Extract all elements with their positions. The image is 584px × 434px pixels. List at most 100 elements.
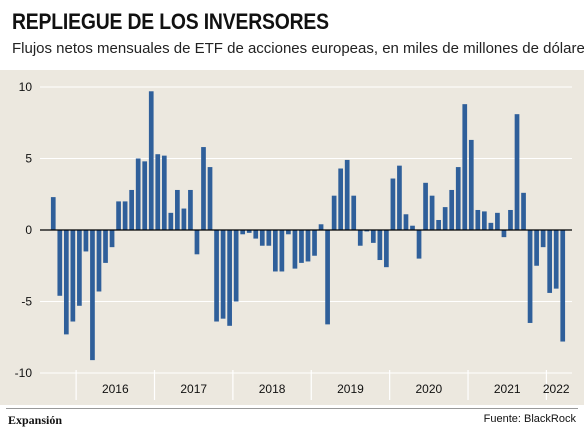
bar (201, 147, 206, 230)
bar (488, 222, 494, 230)
bar (214, 230, 219, 322)
x-tick-label: 2018 (259, 382, 286, 396)
bar (547, 230, 553, 293)
x-tick-label: 2016 (102, 382, 129, 396)
bar (142, 161, 148, 230)
bar (410, 225, 415, 230)
bar (83, 230, 89, 252)
source-note: Fuente: BlackRock (483, 413, 576, 425)
bar (397, 165, 402, 230)
bar (534, 230, 539, 266)
bar (129, 189, 134, 230)
gridlines (40, 86, 572, 374)
chart-title: REPLIEGUE DE LOS INVERSORES (12, 9, 329, 34)
bar (175, 189, 180, 230)
bar (77, 230, 82, 306)
bar (161, 155, 167, 230)
bar (338, 168, 344, 230)
bar (508, 209, 513, 230)
bar (63, 230, 69, 335)
bar (436, 219, 441, 230)
bar (188, 189, 193, 230)
bar (207, 167, 213, 230)
bar (286, 230, 291, 235)
bar (514, 114, 520, 230)
y-axis-tick-labels: 10 5 0 -5 -10 (15, 80, 33, 380)
bar (455, 167, 461, 230)
bar (423, 182, 428, 230)
bar (266, 230, 272, 246)
bar (299, 230, 304, 263)
bar (227, 230, 232, 326)
bar (96, 230, 102, 292)
chart-panel: 10 5 0 -5 -10 2016 2017 2018 2019 2020 2021 2022 (0, 70, 584, 405)
bar (370, 230, 376, 243)
brand-logo: Expansión (8, 413, 63, 427)
bar (181, 208, 187, 230)
bar (57, 230, 63, 296)
bar (122, 201, 128, 230)
bar (220, 230, 226, 319)
bar-chart: 10 5 0 -5 -10 2016 2017 2018 2019 2020 2021 2022 (15, 80, 572, 400)
y-tick-label: 10 (19, 80, 33, 94)
bar (155, 154, 161, 230)
bar (233, 230, 239, 302)
bar (325, 230, 330, 325)
bar (344, 159, 350, 230)
bar (495, 212, 500, 230)
bar (103, 230, 108, 263)
bar (259, 230, 265, 246)
bar (312, 230, 317, 256)
bar (540, 230, 546, 248)
bar (246, 230, 252, 233)
y-tick-label: 5 (25, 152, 32, 166)
bar (390, 178, 396, 230)
bar (377, 230, 383, 261)
bar (70, 230, 76, 322)
bar (318, 224, 324, 230)
y-tick-label: 0 (25, 223, 32, 237)
y-tick-label: -10 (15, 366, 33, 380)
bar (148, 91, 154, 230)
bar (449, 189, 455, 230)
bar (194, 230, 200, 255)
bar (240, 230, 246, 235)
x-tick-label: 2022 (543, 382, 570, 396)
bar (384, 230, 389, 268)
bar (90, 230, 95, 361)
bar (521, 192, 526, 230)
bar (272, 230, 278, 272)
bar (109, 230, 115, 248)
bar (135, 158, 141, 230)
bar (116, 201, 121, 230)
chart-subtitle: Flujos netos mensuales de ETF de accione… (12, 40, 584, 57)
x-tick-label: 2019 (337, 382, 364, 396)
bar (364, 230, 370, 232)
bar (416, 230, 422, 259)
bar (279, 230, 285, 272)
bar (442, 207, 448, 230)
bar (357, 230, 363, 246)
bar (501, 230, 507, 238)
bar (468, 139, 474, 230)
bar (553, 230, 559, 289)
y-tick-label: -5 (21, 295, 32, 309)
x-tick-label: 2020 (415, 382, 442, 396)
bar (351, 195, 357, 230)
bar-series (50, 91, 566, 361)
bar (403, 214, 409, 230)
bar (429, 195, 435, 230)
bar (331, 195, 337, 230)
bar (475, 209, 481, 230)
bar (50, 197, 56, 230)
x-axis-tick-labels: 2016 2017 2018 2019 2020 2021 2022 (75, 370, 570, 400)
x-tick-label: 2017 (180, 382, 207, 396)
bar (527, 230, 533, 323)
bar (560, 230, 566, 342)
bar (292, 230, 298, 269)
bar (168, 212, 174, 230)
x-tick-label: 2021 (494, 382, 521, 396)
bar (482, 211, 487, 230)
footer-divider (6, 408, 578, 409)
bar (253, 230, 259, 239)
